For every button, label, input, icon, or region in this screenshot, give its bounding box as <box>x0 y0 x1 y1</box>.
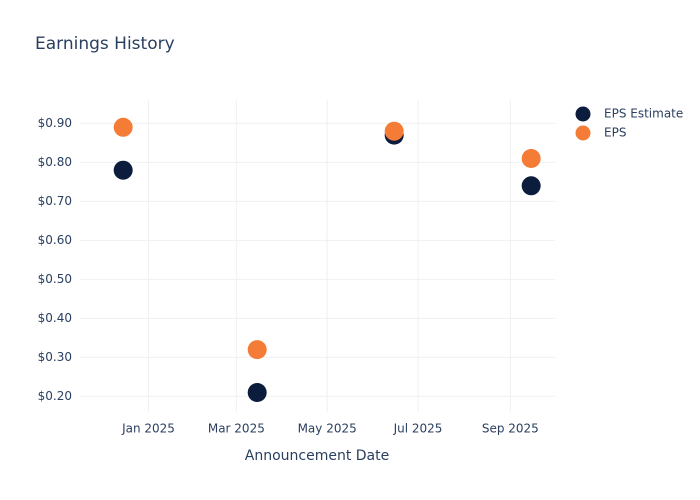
data-point <box>247 340 267 360</box>
x-tick-label: Mar 2025 <box>208 422 265 436</box>
y-tick-label: $0.80 <box>38 155 72 169</box>
y-tick-label: $0.50 <box>38 272 72 286</box>
y-tick-label: $0.20 <box>38 389 72 403</box>
x-axis-label: Announcement Date <box>245 448 389 464</box>
legend-label: EPS Estimate <box>604 107 683 121</box>
legend-label: EPS <box>604 126 626 140</box>
legend-marker <box>575 106 591 122</box>
y-tick-label: $0.40 <box>38 311 72 325</box>
data-point <box>113 160 133 180</box>
y-tick-label: $0.70 <box>38 194 72 208</box>
y-tick-label: $0.30 <box>38 350 72 364</box>
y-tick-label: $0.60 <box>38 233 72 247</box>
data-point <box>521 149 541 168</box>
y-tick-label: $0.90 <box>38 116 72 130</box>
data-point <box>247 383 267 402</box>
x-tick-label: Jul 2025 <box>393 422 443 436</box>
data-point <box>521 176 541 196</box>
data-point <box>113 117 133 137</box>
legend-marker <box>575 125 591 141</box>
data-point <box>384 121 404 141</box>
x-tick-label: Sep 2025 <box>482 422 539 436</box>
x-tick-label: Jan 2025 <box>121 422 175 436</box>
x-tick-label: May 2025 <box>298 422 357 436</box>
chart-title: Earnings History <box>35 34 175 54</box>
grid <box>80 100 555 412</box>
